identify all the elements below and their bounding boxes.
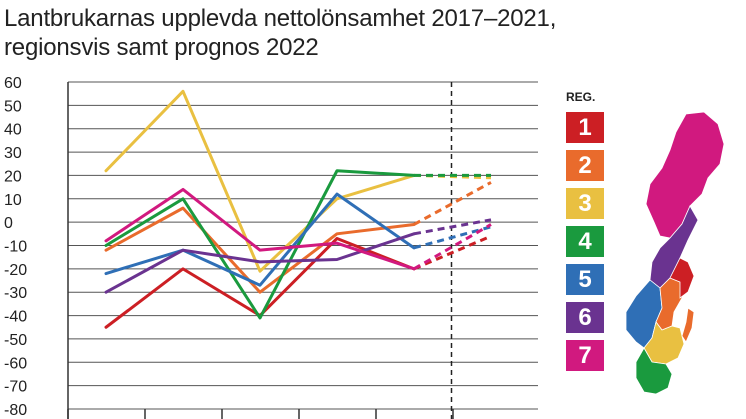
y-tick-label: 30 [4, 145, 22, 162]
legend-swatch-region-4: 4 [566, 226, 604, 257]
series-forecast-region-1 [413, 234, 492, 271]
line-chart: 60 50 40 30 20 10 0 -10 -20 -30 -40 -50 -60 -70 -80 [4, 75, 538, 419]
series-line-region-4 [104, 169, 416, 320]
series-line-region-7 [104, 187, 416, 271]
legend-swatch-region-5: 5 [566, 264, 604, 295]
y-tick-label: -70 [4, 379, 27, 396]
y-tick-label: -10 [4, 239, 27, 256]
series-line-region-5 [104, 192, 416, 287]
legend-swatch-region-6: 6 [566, 302, 604, 333]
y-tick-label: -30 [4, 285, 27, 302]
legend-swatch-region-1: 1 [566, 112, 604, 143]
y-tick-label: 10 [4, 192, 22, 209]
series-forecast-region-7 [413, 223, 492, 271]
chart-title-line-1: Lantbrukarnas upplevda nettolönsamhet 20… [4, 5, 557, 32]
map-region-3-icon [643, 321, 685, 365]
chart-title: Lantbrukarnas upplevda nettolönsamhet 20… [4, 4, 556, 62]
sweden-map-icon [625, 112, 725, 395]
map-region-1-icon [669, 257, 695, 299]
y-tick-label: -20 [4, 262, 27, 279]
series-forecast-region-6 [413, 218, 492, 236]
legend-title: REG. [566, 90, 596, 104]
legend-swatch-region-2: 2 [566, 150, 604, 181]
y-tick-label: -40 [4, 309, 27, 326]
series-line-region-3 [104, 89, 416, 273]
legend-swatch-region-7: 7 [566, 340, 604, 371]
map-region-4-icon [635, 347, 673, 395]
y-tick-label: 20 [4, 168, 22, 185]
chart-title-line-2: regionsvis samt prognos 2022 [4, 34, 319, 61]
y-tick-label: 40 [4, 122, 22, 139]
legend-swatch-region-3: 3 [566, 188, 604, 219]
y-tick-label: -80 [4, 402, 27, 419]
y-tick-label: -60 [4, 355, 27, 372]
map-region-2-icon [681, 307, 695, 343]
y-tick-label: 0 [4, 215, 13, 232]
series-line-region-2 [104, 206, 416, 294]
series-line-region-1 [104, 236, 416, 329]
series-forecast-region-2 [413, 181, 492, 226]
y-tick-label: 60 [4, 75, 22, 92]
region-legend: REG. 1 2 3 4 5 6 7 [566, 90, 606, 378]
y-tick-label: -50 [4, 332, 27, 349]
y-tick-label: 50 [4, 98, 22, 115]
